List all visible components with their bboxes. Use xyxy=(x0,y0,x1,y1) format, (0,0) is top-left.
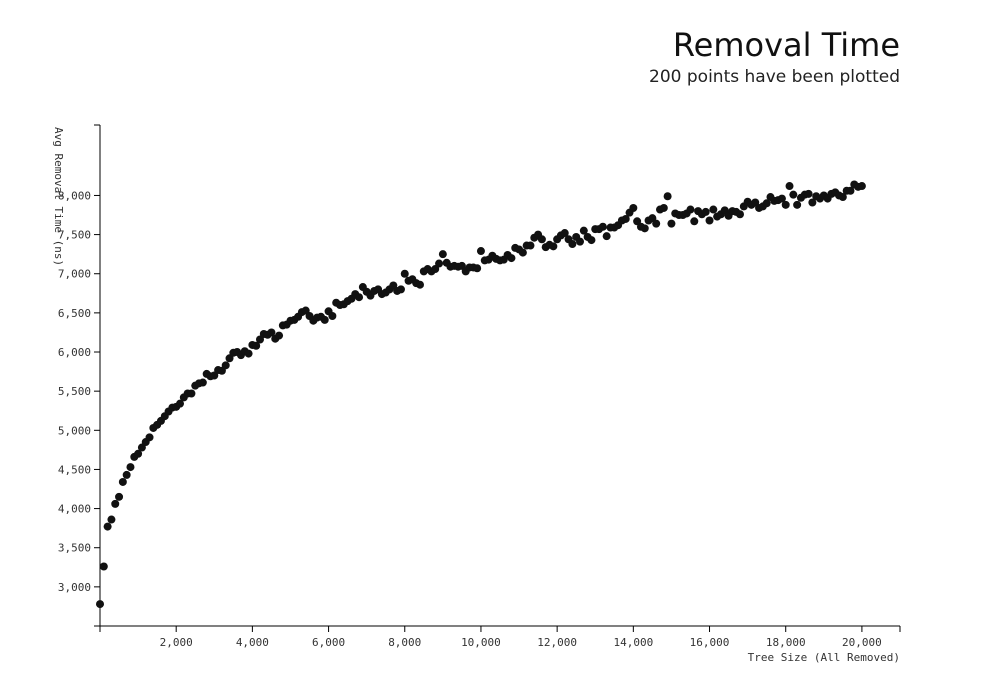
data-points xyxy=(96,180,866,609)
x-tick-label: 16,000 xyxy=(690,636,730,649)
x-tick-label: 6,000 xyxy=(312,636,345,649)
data-point xyxy=(705,216,714,225)
x-tick-label: 20,000 xyxy=(842,636,882,649)
data-point xyxy=(526,241,535,250)
data-point xyxy=(267,328,276,337)
data-point xyxy=(126,463,135,472)
data-point xyxy=(663,192,672,201)
x-tick-label: 2,000 xyxy=(160,636,193,649)
data-point xyxy=(221,361,230,370)
data-point xyxy=(473,264,482,273)
data-point xyxy=(808,198,817,207)
y-tick-label: 7,000 xyxy=(58,268,91,281)
data-point xyxy=(576,237,584,246)
data-point xyxy=(476,247,485,256)
data-point xyxy=(96,600,104,609)
y-tick-label: 3,500 xyxy=(58,542,91,555)
data-point xyxy=(629,203,638,212)
data-point xyxy=(659,203,668,212)
y-tick-label: 4,500 xyxy=(58,463,91,476)
x-axis-label: Tree Size (All Removed) xyxy=(748,651,900,664)
data-point xyxy=(602,232,611,241)
data-point xyxy=(118,477,127,486)
x-tick-label: 14,000 xyxy=(613,636,653,649)
data-point xyxy=(568,239,577,248)
chart-title: Removal Time xyxy=(672,26,900,64)
data-point xyxy=(435,259,444,268)
data-point xyxy=(187,389,196,398)
x-tick-label: 18,000 xyxy=(766,636,806,649)
data-point xyxy=(640,224,649,233)
data-point xyxy=(537,235,546,244)
data-point xyxy=(122,470,131,479)
x-tick-label: 8,000 xyxy=(388,636,421,649)
data-point xyxy=(328,312,337,321)
data-point xyxy=(652,219,661,228)
data-point xyxy=(355,293,364,302)
data-point xyxy=(781,200,790,209)
data-point xyxy=(99,562,108,571)
data-point xyxy=(396,285,405,294)
data-point xyxy=(176,399,184,408)
data-point xyxy=(598,222,607,231)
y-axis-label: Avg Removal Time (ns) xyxy=(52,127,65,266)
y-tick-label: 4,000 xyxy=(58,503,91,516)
data-point xyxy=(686,205,695,214)
y-tick-label: 6,000 xyxy=(58,346,91,359)
data-point xyxy=(107,515,116,524)
data-point xyxy=(709,205,718,214)
data-point xyxy=(838,193,847,202)
y-tick-label: 5,500 xyxy=(58,385,91,398)
data-point xyxy=(134,449,143,458)
data-point xyxy=(518,248,527,257)
data-point xyxy=(587,236,596,245)
data-point xyxy=(320,315,329,324)
y-tick-label: 6,500 xyxy=(58,307,91,320)
data-point xyxy=(115,492,124,501)
data-point xyxy=(507,254,516,263)
data-point xyxy=(438,250,447,259)
data-point xyxy=(252,341,261,350)
data-point xyxy=(701,207,710,216)
data-point xyxy=(736,210,744,219)
y-tick-label: 5,000 xyxy=(58,424,91,437)
data-point xyxy=(846,186,855,195)
data-point xyxy=(621,214,630,223)
data-point xyxy=(416,280,424,289)
y-tick-label: 8,000 xyxy=(58,189,91,202)
data-point xyxy=(549,242,558,251)
data-point xyxy=(198,378,207,387)
data-point xyxy=(789,190,798,199)
y-tick-label: 3,000 xyxy=(58,581,91,594)
data-point xyxy=(777,194,786,203)
data-point xyxy=(762,199,771,208)
data-point xyxy=(857,182,866,191)
x-tick-label: 12,000 xyxy=(537,636,577,649)
data-point xyxy=(400,269,409,278)
y-tick-label: 7,500 xyxy=(58,229,91,242)
data-point xyxy=(793,200,802,209)
data-point xyxy=(560,229,569,238)
data-point xyxy=(785,182,794,191)
data-point xyxy=(103,522,112,531)
data-point xyxy=(667,219,676,228)
data-point xyxy=(275,331,284,340)
chart-subtitle: 200 points have been plotted xyxy=(649,67,900,87)
x-tick-label: 10,000 xyxy=(461,636,501,649)
data-point xyxy=(111,499,120,508)
data-point xyxy=(804,189,813,198)
data-point xyxy=(690,217,699,226)
axes: 2,000 4,000 6,000 8,000 10,000 12,000 14,000 16… xyxy=(58,124,901,649)
x-tick-label: 4,000 xyxy=(236,636,269,649)
data-point xyxy=(244,349,253,358)
data-point xyxy=(579,226,588,235)
data-point xyxy=(145,433,154,442)
